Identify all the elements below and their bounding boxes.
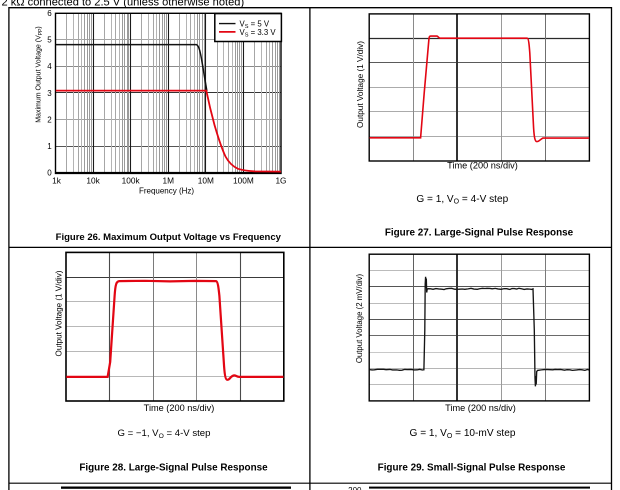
svg-text:2: 2 (47, 115, 52, 124)
svg-text:1G: 1G (275, 176, 286, 186)
svg-text:Figure 26. Maximum Output Volt: Figure 26. Maximum Output Voltage vs Fre… (56, 232, 282, 243)
svg-text:3: 3 (47, 89, 52, 98)
svg-text:2 kΩ connected to 2.5 V (unles: 2 kΩ connected to 2.5 V (unless otherwis… (2, 0, 245, 9)
svg-text:G = −1, VO = 4-V step: G = −1, VO = 4-V step (118, 428, 211, 440)
svg-text:Figure 28. Large-Signal Pulse: Figure 28. Large-Signal Pulse Response (79, 463, 268, 474)
svg-text:Figure 27. Large-Signal Pulse: Figure 27. Large-Signal Pulse Response (385, 227, 574, 238)
svg-text:4: 4 (47, 62, 52, 71)
svg-text:5: 5 (47, 36, 52, 45)
svg-text:0: 0 (47, 168, 52, 177)
svg-text:Output Voltage (2 mV/div): Output Voltage (2 mV/div) (355, 273, 364, 363)
svg-text:100k: 100k (122, 176, 141, 186)
svg-text:Frequency (Hz): Frequency (Hz) (139, 186, 194, 195)
svg-text:Output Voltage (1 V/div): Output Voltage (1 V/div) (356, 41, 365, 128)
svg-text:Time (200 ns/div): Time (200 ns/div) (144, 403, 215, 413)
svg-text:10M: 10M (198, 176, 214, 186)
svg-text:1k: 1k (52, 176, 62, 186)
svg-text:200: 200 (348, 486, 362, 490)
svg-text:Figure 29. Small-Signal Pulse: Figure 29. Small-Signal Pulse Response (378, 463, 566, 474)
svg-text:VS = 3.3 V: VS = 3.3 V (240, 28, 277, 38)
svg-text:Time (200 ns/div): Time (200 ns/div) (447, 160, 518, 170)
svg-text:VS = 5 V: VS = 5 V (240, 20, 270, 30)
svg-text:G = 1, VO = 4-V step: G = 1, VO = 4-V step (416, 194, 508, 206)
svg-text:6: 6 (47, 9, 52, 18)
svg-text:Output Voltage (1 V/div): Output Voltage (1 V/div) (55, 270, 64, 356)
svg-text:Time (200 ns/div): Time (200 ns/div) (445, 403, 516, 413)
svg-text:G = 1, VO = 10-mV step: G = 1, VO = 10-mV step (410, 428, 516, 440)
svg-text:100M: 100M (233, 176, 254, 186)
svg-text:Maximum Output Voltage (VPP): Maximum Output Voltage (VPP) (36, 26, 44, 123)
svg-text:10k: 10k (86, 176, 100, 186)
svg-text:1: 1 (47, 142, 52, 151)
svg-text:1M: 1M (162, 176, 174, 186)
